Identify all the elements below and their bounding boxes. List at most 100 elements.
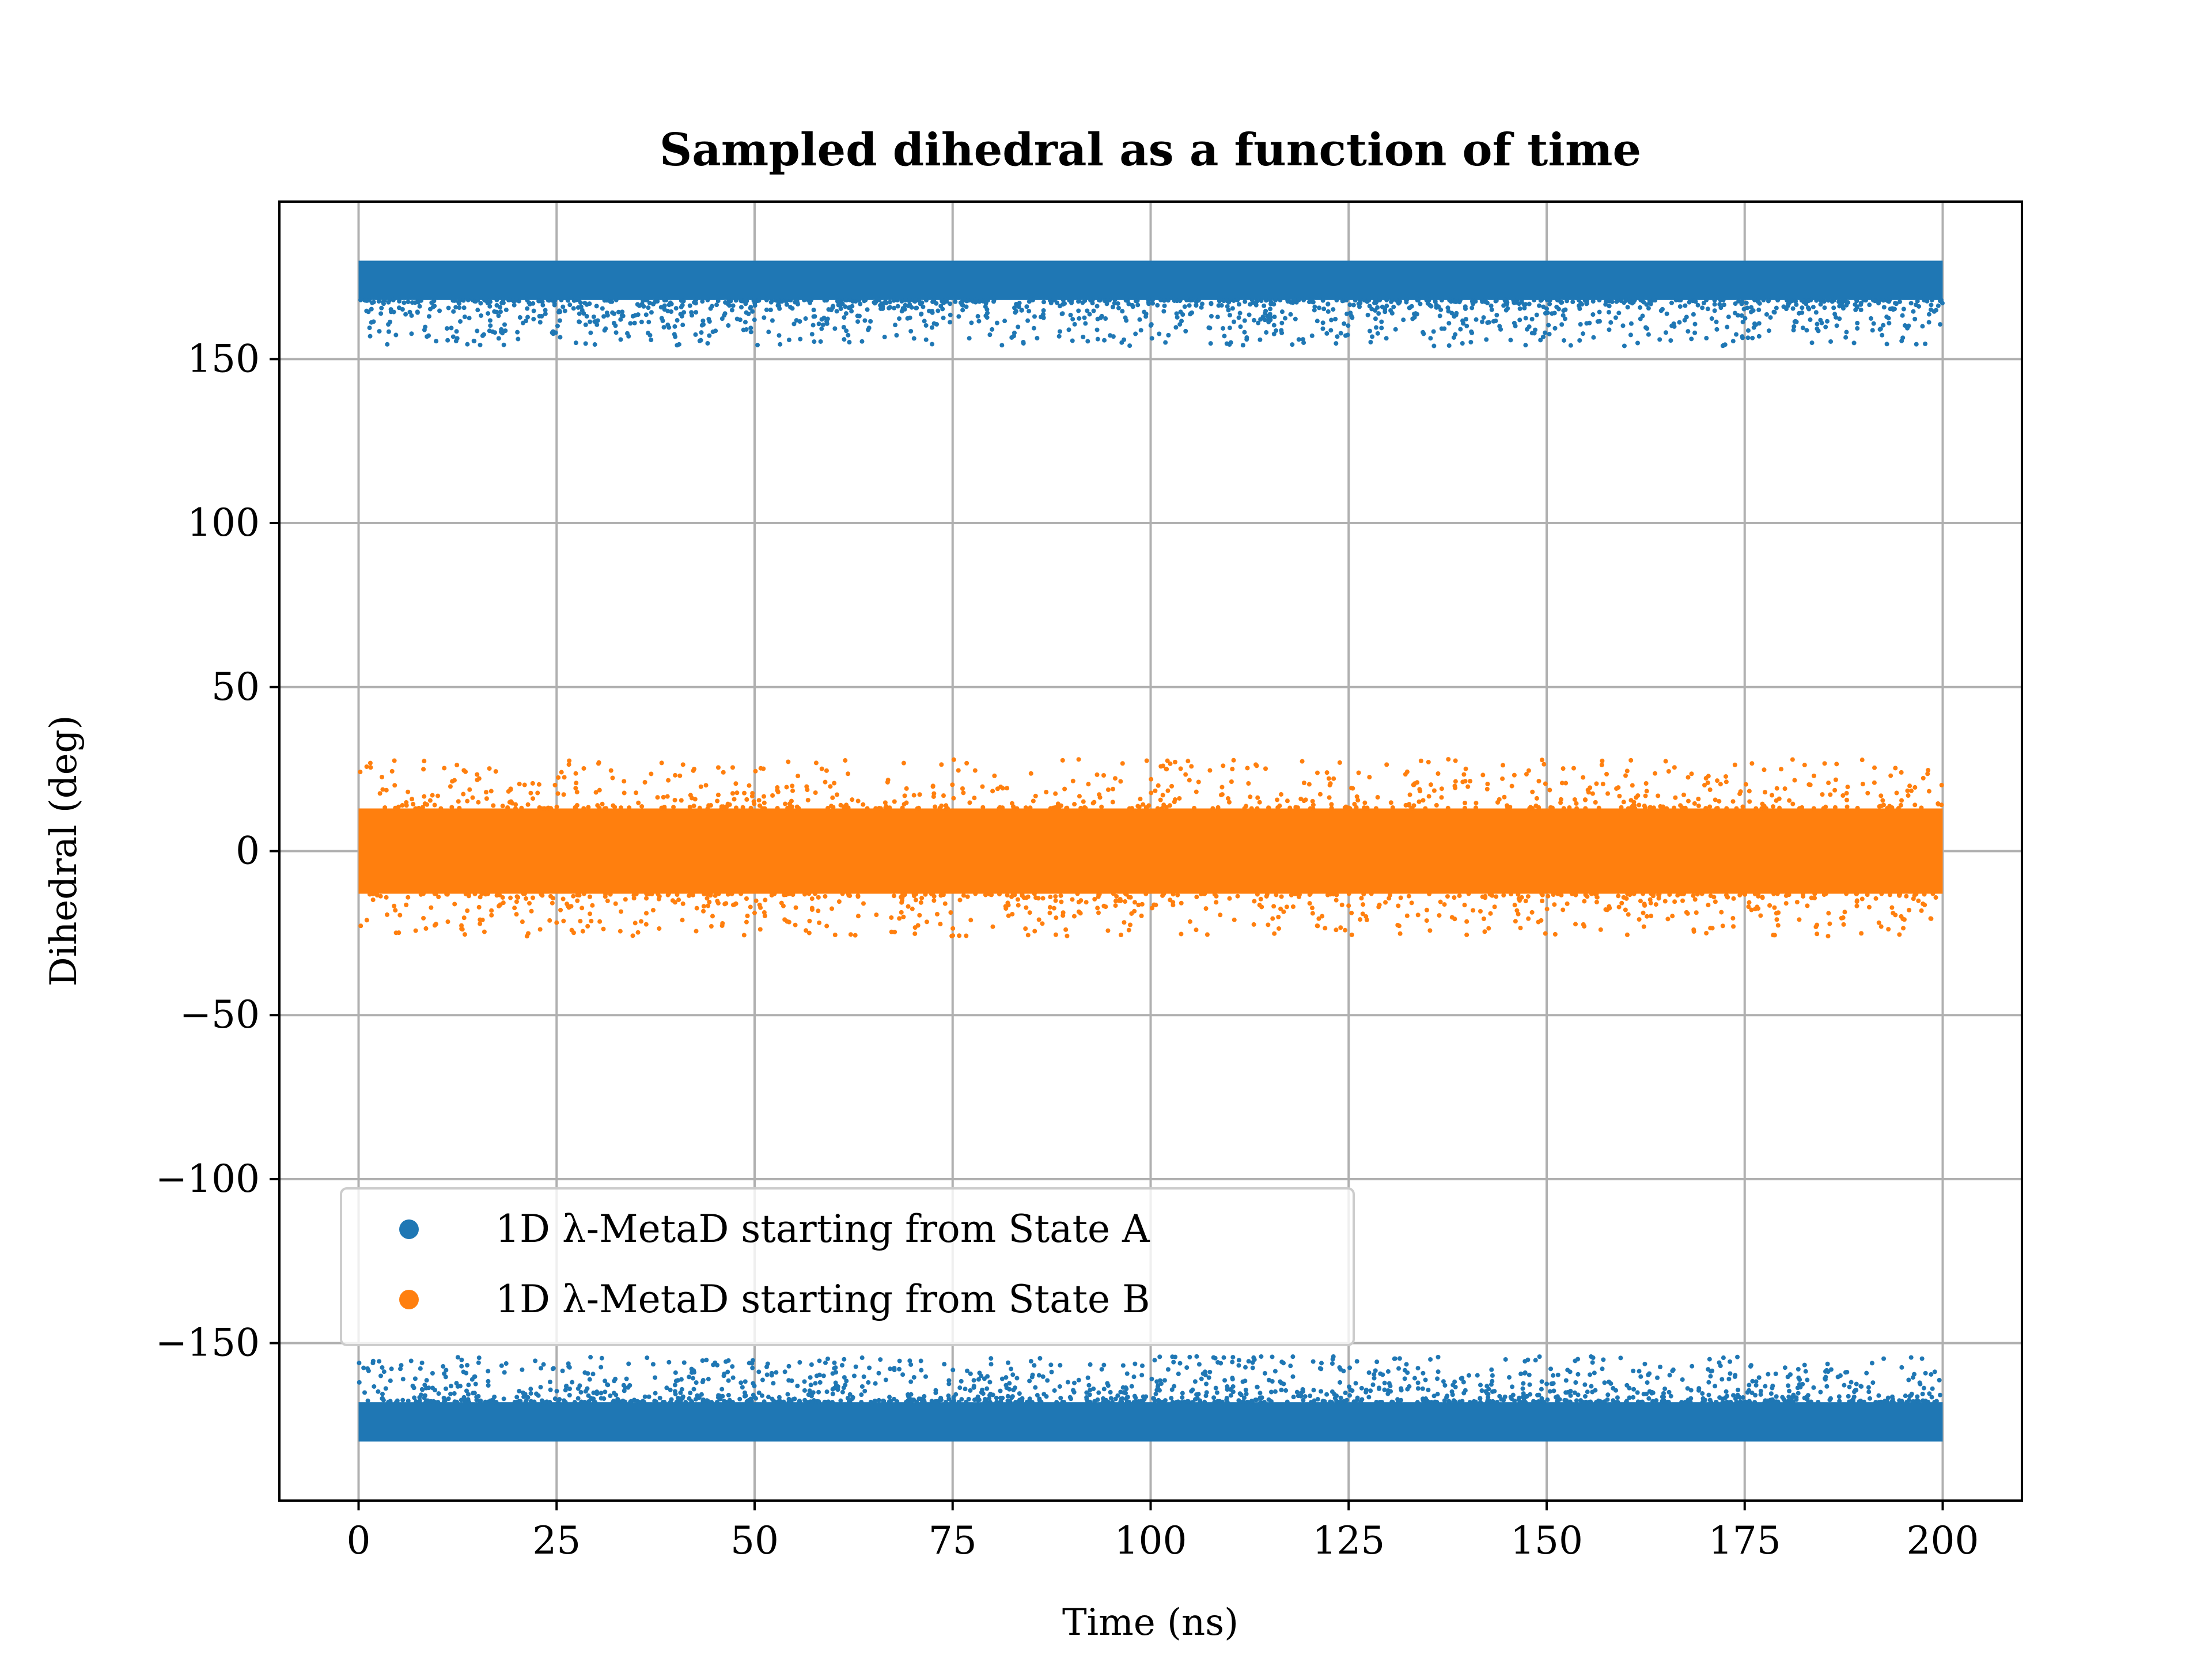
data-point [1906,1377,1911,1382]
data-point [1608,320,1613,325]
data-point [1217,1399,1222,1404]
data-point [1065,933,1070,938]
data-point [466,893,471,899]
data-point [1695,302,1700,308]
data-point [489,912,494,918]
data-point [721,804,726,809]
data-point [1743,316,1748,321]
data-point [1517,898,1522,903]
data-point [1139,1373,1145,1378]
data-point [1149,336,1154,341]
data-point [1058,893,1063,898]
data-point [673,1370,678,1375]
data-point [1656,793,1661,798]
data-point [1691,312,1696,317]
data-point [1876,920,1881,925]
data-point [1906,1397,1911,1403]
data-point [1650,1399,1655,1404]
data-point [1103,904,1108,910]
data-point [1105,787,1111,792]
data-point [1463,805,1468,810]
data-point [1547,331,1552,336]
data-point [730,791,735,796]
data-point [687,1374,692,1380]
data-point [895,298,900,303]
data-point [1399,1397,1404,1403]
data-point [1909,788,1914,793]
data-point [1406,893,1411,899]
data-point [1770,793,1775,798]
data-point [1915,298,1920,304]
data-point [382,805,388,810]
data-point [492,1400,497,1405]
data-point [1085,1375,1090,1380]
data-point [1446,321,1452,326]
data-point [1622,343,1627,349]
data-point [413,806,418,811]
data-point [1804,301,1809,306]
data-point [710,914,715,919]
data-point [1703,1397,1708,1403]
data-point [1104,301,1109,306]
data-point [1076,909,1081,914]
data-point [782,917,787,922]
data-point [1728,1359,1733,1364]
data-point [1194,789,1199,794]
data-point [1397,1356,1402,1361]
data-point [984,1386,990,1391]
data-point [1488,303,1494,308]
data-point [1366,1370,1372,1375]
data-point [1185,759,1191,764]
data-point [1158,797,1163,802]
data-point [1722,342,1728,347]
data-point [840,1389,845,1395]
data-point [587,301,592,306]
data-point [608,1393,613,1399]
data-point [1750,1378,1755,1384]
data-point [1771,891,1777,896]
data-point [1166,332,1171,338]
data-point [1599,1400,1604,1405]
data-point [1644,789,1649,794]
data-point [1095,336,1100,342]
data-point [688,1391,693,1396]
data-point [1407,1384,1412,1389]
data-point [1900,335,1906,340]
data-point [730,1375,736,1380]
data-point [805,787,810,793]
data-point [1446,309,1451,314]
data-point [1660,1394,1665,1399]
data-point [1825,319,1830,324]
data-point [537,313,542,319]
data-point [1536,1399,1541,1404]
data-point [1815,321,1820,327]
data-point [1373,300,1378,305]
data-point [613,330,619,335]
data-point [1118,933,1123,938]
data-point [1146,301,1152,306]
data-point [1187,1354,1192,1359]
data-point [1594,781,1599,786]
data-point [1348,310,1353,316]
data-point [832,1360,837,1365]
data-point [719,316,725,321]
data-point [399,1363,404,1368]
data-point [547,1400,552,1405]
data-point [900,805,905,810]
data-point [1452,299,1457,304]
data-point [1624,1399,1629,1404]
data-point [900,1372,906,1377]
data-point [891,298,896,303]
data-point [1015,897,1020,902]
data-point [623,1399,628,1404]
data-point [1358,300,1363,305]
data-point [1463,766,1468,771]
data-point [1124,1395,1130,1400]
data-point [1770,1397,1775,1402]
data-point [1844,791,1849,796]
data-point [1638,297,1643,302]
data-point [1415,1400,1420,1405]
data-point [514,899,519,904]
data-point [1373,308,1378,313]
